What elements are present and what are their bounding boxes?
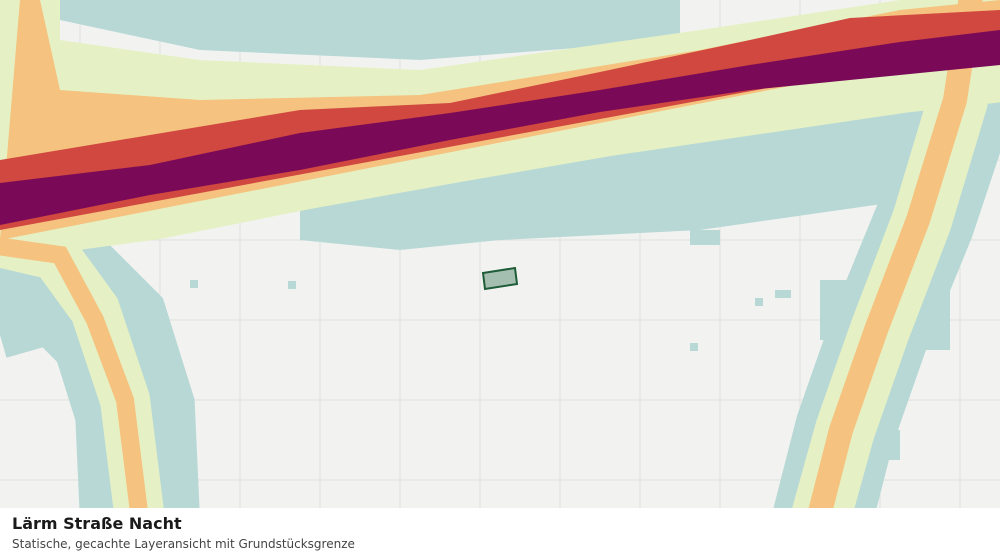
noise-zone-very-high	[0, 30, 1000, 225]
parcel-boundary	[481, 266, 519, 291]
map-subtitle: Statische, gecachte Layeransicht mit Gru…	[12, 537, 355, 551]
noise-zone-medium	[808, 0, 983, 508]
noise-zone-medium	[0, 237, 148, 508]
noise-map	[0, 0, 1000, 508]
caption-panel: Lärm Straße Nacht Statische, gecachte La…	[0, 508, 1000, 560]
map-title: Lärm Straße Nacht	[12, 514, 182, 533]
